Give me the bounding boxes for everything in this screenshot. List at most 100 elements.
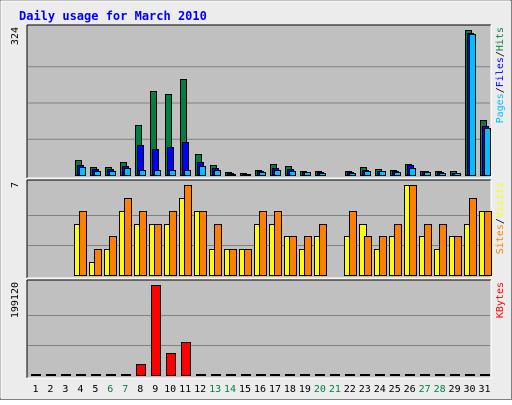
bar-sites [424, 224, 432, 276]
panel-visits-sites: 7 Sites/Visits [10, 179, 506, 279]
legend-entry: Files [495, 57, 506, 87]
legend-entry: / [495, 87, 506, 93]
bar-sites [319, 224, 327, 276]
bar-kbytes [241, 374, 251, 376]
bar-kbytes [31, 374, 41, 376]
day-label: 28 [434, 384, 446, 395]
day-label: 29 [449, 384, 461, 395]
legend-entry: Pages [495, 93, 506, 123]
day-label: 30 [464, 384, 476, 395]
bar-kbytes [450, 374, 460, 376]
bar-pages [274, 170, 281, 176]
bar-sites [169, 211, 177, 276]
bar-kbytes [330, 374, 340, 376]
bar-pages [439, 173, 446, 176]
bar-kbytes [405, 374, 415, 376]
bar-kbytes [106, 374, 116, 376]
bar-kbytes [181, 342, 191, 376]
bar-pages [394, 172, 401, 176]
legend-entry: / [495, 51, 506, 57]
bar-pages [364, 171, 371, 176]
bar-sites [229, 249, 237, 276]
day-label: 27 [419, 384, 431, 395]
bar-kbytes [226, 374, 236, 376]
bar-pages [484, 128, 491, 176]
bar-kbytes [136, 364, 146, 376]
day-label: 4 [77, 384, 83, 395]
bar-kbytes [211, 374, 221, 376]
bar-sites [124, 198, 132, 276]
bar-sites [214, 224, 222, 276]
day-label: 19 [299, 384, 311, 395]
bar-kbytes [420, 374, 430, 376]
day-label: 26 [404, 384, 416, 395]
day-label: 14 [224, 384, 236, 395]
day-label: 6 [107, 384, 113, 395]
bar-pages [454, 173, 461, 176]
bar-pages [289, 171, 296, 176]
day-label: 23 [359, 384, 371, 395]
bar-pages [154, 170, 161, 176]
bar-sites [94, 249, 102, 276]
bar-kbytes [151, 285, 161, 376]
day-label: 31 [478, 384, 490, 395]
bar-pages [169, 170, 176, 176]
bar-pages [139, 170, 146, 176]
bar-sites [454, 236, 462, 276]
legend-entry: Sites [495, 224, 506, 254]
bar-kbytes [46, 374, 56, 376]
bar-sites [394, 224, 402, 276]
legend: KBytes [495, 282, 506, 318]
bar-sites [439, 224, 447, 276]
bar-sites [484, 211, 492, 276]
day-label: 21 [329, 384, 341, 395]
bar-sites [184, 185, 192, 276]
bar-kbytes [480, 374, 490, 376]
bar-kbytes [91, 374, 101, 376]
legend: Sites/Visits [495, 182, 506, 254]
bar-pages [199, 166, 206, 176]
bar-pages [469, 34, 476, 176]
day-label: 9 [152, 384, 158, 395]
day-label: 12 [194, 384, 206, 395]
bar-pages [379, 171, 386, 176]
day-label: 5 [92, 384, 98, 395]
bar-kbytes [315, 374, 325, 376]
bar-sites [79, 211, 87, 276]
bar-sites [289, 236, 297, 276]
bar-pages [244, 174, 251, 176]
bar-sites [409, 185, 417, 276]
bar-kbytes [465, 374, 475, 376]
legend-entry: / [495, 218, 506, 224]
bar-pages [424, 172, 431, 176]
legend-entry: Hits [495, 27, 506, 51]
legend: Pages/Files/Hits [495, 27, 506, 123]
bar-kbytes [76, 374, 86, 376]
day-label: 3 [62, 384, 68, 395]
bar-kbytes [300, 374, 310, 376]
bar-sites [274, 211, 282, 276]
bar-pages [304, 172, 311, 176]
bar-sites [139, 211, 147, 276]
panel-background [27, 25, 491, 178]
bar-kbytes [166, 353, 176, 376]
day-label: 10 [164, 384, 176, 395]
legend-entry: Visits [495, 182, 506, 218]
bar-pages [229, 174, 236, 176]
bar-kbytes [256, 374, 266, 376]
bar-sites [154, 224, 162, 276]
day-label: 13 [209, 384, 221, 395]
bar-kbytes [285, 374, 295, 376]
panel-background [27, 280, 491, 378]
bar-kbytes [345, 374, 355, 376]
day-label: 20 [314, 384, 326, 395]
bar-kbytes [375, 374, 385, 376]
day-label: 11 [179, 384, 191, 395]
day-label: 18 [284, 384, 296, 395]
bar-sites [469, 198, 477, 276]
chart-title: Daily usage for March 2010 [19, 9, 207, 23]
bar-pages [214, 170, 221, 176]
bar-pages [319, 173, 326, 176]
